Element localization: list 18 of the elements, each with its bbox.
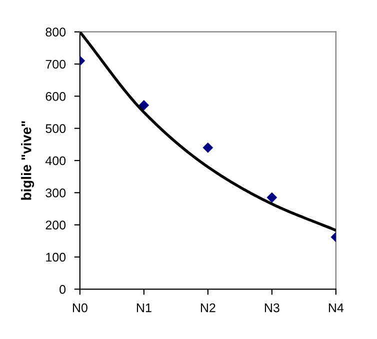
y-tick-label: 0 [60,284,66,294]
x-tick-label: N2 [200,303,216,312]
y-tick-label: 300 [46,188,66,198]
x-tick-label: N3 [264,303,280,312]
point [202,142,214,153]
y-tick-label: 800 [46,28,66,37]
y-tick-label: 400 [45,156,66,166]
y-tick-label: 500 [46,124,66,134]
y-tick-label: 700 [46,60,66,69]
x-tick-label: N0 [72,303,88,312]
x-tick-label: N1 [136,304,152,312]
y-tick-label: 200 [46,220,66,230]
y-tick-label: 100 [46,252,66,262]
point [138,100,150,110]
y-tick-label: 600 [46,92,66,101]
x-tick-label: N4 [328,304,344,312]
y-axis-title: biglie "vive" [21,121,34,200]
point [266,192,278,203]
